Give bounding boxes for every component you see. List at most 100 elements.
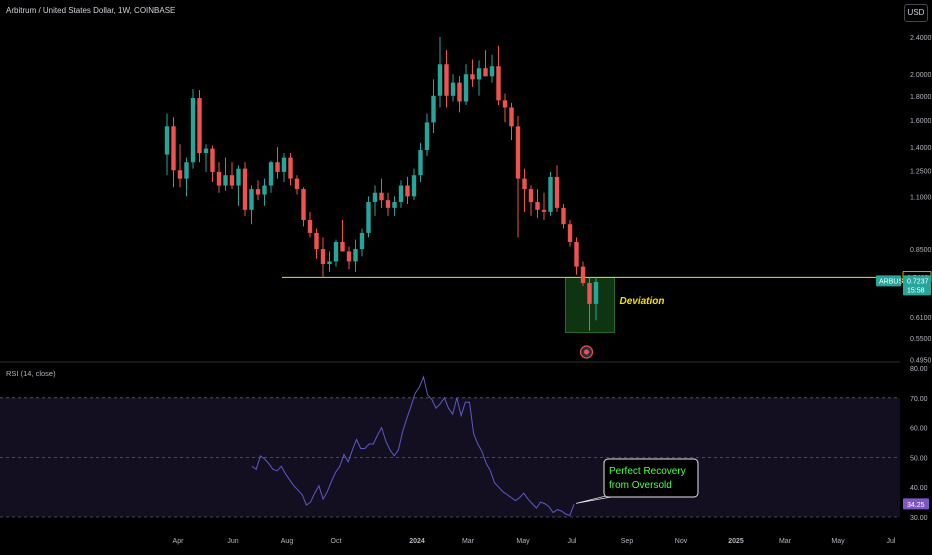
candle-body — [359, 232, 365, 250]
x-tick-label: Nov — [675, 538, 688, 545]
candle — [255, 180, 261, 201]
candle-body — [379, 192, 384, 201]
candle — [424, 113, 430, 157]
candle — [587, 277, 592, 331]
x-tick-label: Jul — [887, 538, 896, 545]
candle — [548, 171, 553, 216]
candle — [561, 203, 566, 229]
price-tick-label: 1.4000 — [910, 145, 932, 152]
candle-body — [515, 126, 521, 179]
price-tick-label: 0.5500 — [910, 336, 932, 343]
candle — [281, 153, 287, 183]
candle — [294, 175, 300, 195]
candle — [346, 246, 352, 270]
candle-body — [288, 157, 293, 179]
candle — [379, 178, 384, 208]
candle — [327, 251, 332, 272]
candle-body — [190, 98, 196, 163]
candle — [242, 162, 248, 216]
candle-body — [548, 176, 553, 212]
candle — [333, 239, 339, 267]
x-tick-label: Jun — [227, 538, 238, 545]
candle — [275, 147, 280, 179]
candle — [353, 239, 358, 272]
candle — [450, 74, 456, 102]
rsi-line — [251, 375, 575, 517]
currency-button[interactable]: USD — [904, 4, 928, 22]
candle-body — [327, 261, 332, 265]
candle-body — [268, 162, 274, 186]
price-tick-label: 1.1000 — [910, 194, 932, 201]
x-tick-label: Oct — [331, 538, 342, 545]
candle — [431, 79, 436, 134]
x-tick-label: Sep — [621, 538, 634, 545]
candle — [444, 50, 449, 108]
candle — [502, 93, 508, 123]
candle-body — [184, 162, 189, 179]
candle — [398, 180, 404, 208]
candle — [366, 196, 371, 238]
candle — [203, 144, 209, 172]
candle — [528, 185, 534, 216]
candle-body — [333, 241, 339, 262]
candle-body — [385, 200, 391, 208]
price-tag-countdown: 15:58 — [907, 287, 925, 294]
candle-body — [405, 185, 410, 197]
candle — [340, 219, 345, 252]
candle-body — [307, 219, 313, 233]
candle-body — [418, 150, 423, 176]
candle-body — [535, 202, 540, 210]
candle-body — [249, 189, 254, 210]
x-tick-label: 2024 — [409, 538, 425, 545]
candle — [483, 50, 488, 77]
candle-body — [210, 148, 215, 172]
callout-text-line2: from Oversold — [609, 480, 672, 491]
candle-body — [294, 178, 300, 190]
candle-body — [496, 66, 501, 101]
candle — [177, 144, 183, 188]
candle-body — [340, 241, 345, 252]
rsi-tick-label: 50.00 — [910, 455, 928, 462]
rsi-tick-label: 30.00 — [910, 515, 928, 522]
candle — [522, 168, 527, 212]
candle — [301, 187, 306, 227]
candle-body — [502, 100, 508, 108]
price-tick-label: 1.2500 — [910, 168, 932, 175]
candle-body — [236, 168, 241, 186]
candle — [418, 142, 423, 183]
x-tick-label: May — [831, 538, 845, 545]
price-tick-label: 1.6000 — [910, 118, 932, 125]
price-tick-label: 2.0000 — [910, 72, 932, 79]
candle-body — [463, 74, 469, 102]
callout-text-line1: Perfect Recovery — [609, 466, 686, 477]
candle-body — [541, 209, 547, 212]
callout-box — [603, 458, 699, 498]
candle-body — [522, 178, 527, 190]
candle — [268, 160, 274, 193]
rsi-value-tag — [903, 498, 929, 510]
candle — [515, 116, 521, 238]
x-tick-label: Mar — [779, 538, 792, 545]
candle — [359, 228, 365, 257]
candle — [476, 60, 482, 96]
candle-body — [255, 189, 261, 195]
candle-body — [229, 175, 235, 186]
candle — [567, 219, 573, 247]
candle-body — [242, 168, 248, 210]
candle — [554, 165, 560, 212]
rsi-tick-label: 70.00 — [910, 396, 928, 403]
candle-body — [528, 189, 534, 203]
candle — [307, 211, 313, 238]
candle-body — [470, 74, 475, 80]
price-tag-bg — [903, 275, 931, 296]
x-tick-label: Apr — [173, 538, 185, 545]
candle-body — [203, 148, 209, 154]
candle — [541, 192, 547, 220]
price-tick-label: 1.8000 — [910, 94, 932, 101]
symbol-tag-label: ARBUSD — [879, 278, 908, 285]
candle-body — [554, 176, 560, 208]
candle-body — [476, 68, 482, 80]
